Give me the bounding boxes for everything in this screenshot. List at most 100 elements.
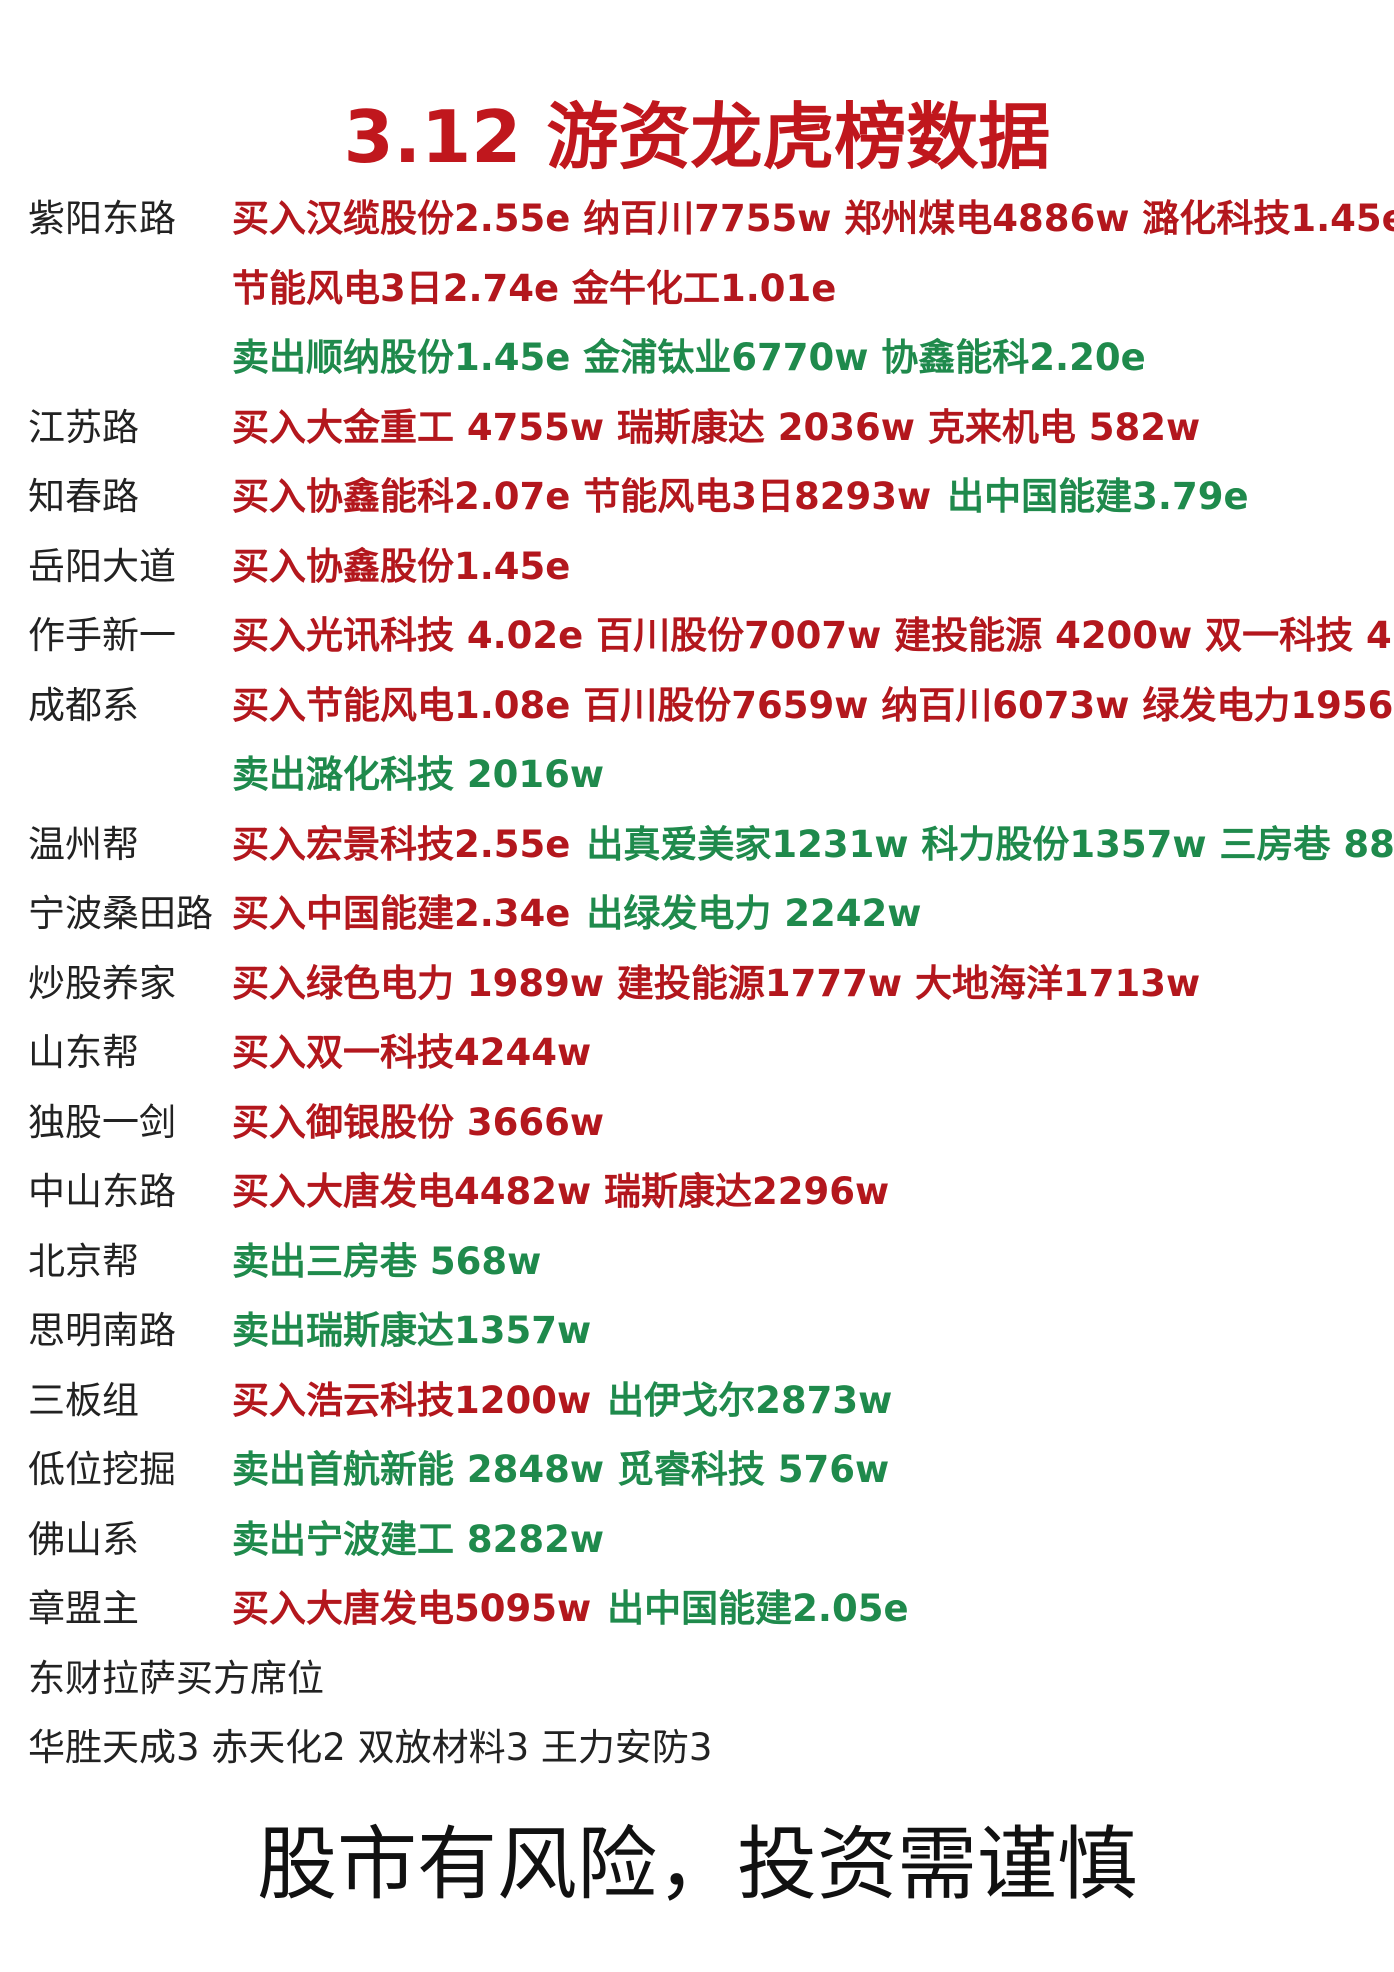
- seat-name: 章盟主: [28, 1587, 139, 1630]
- trades: 买入御银股份 3666w: [232, 1088, 620, 1158]
- seat-name: 北京帮: [28, 1239, 139, 1283]
- trades: 买入大金重工 4755w 瑞斯康达 2036w 克来机电 582w: [232, 393, 1216, 463]
- trades: 卖出瑞斯康达1357w: [232, 1296, 607, 1366]
- row: 低位挖掘 卖出首航新能 2848w 觅睿科技 576w: [28, 1435, 1388, 1505]
- trades: 买入双一科技4244w: [232, 1018, 607, 1088]
- trade-text: 节能风电3日2.74e 金牛化工1.01e: [232, 266, 837, 310]
- trade-text: 买入双一科技4244w: [232, 1031, 592, 1074]
- trade-line: 卖出潞化科技 2016w: [232, 740, 1394, 810]
- seat-name: 江苏路: [28, 405, 139, 449]
- trade-line: 买入御银股份 3666w: [232, 1088, 620, 1158]
- note: 东财拉萨买方席位: [28, 1656, 324, 1700]
- trades: 买入绿色电力 1989w 建投能源1777w 大地海洋1713w: [232, 949, 1216, 1019]
- trade-line: 买入双一科技4244w: [232, 1018, 607, 1088]
- note: 华胜天成3 赤天化2 双放材料3 王力安防3: [28, 1726, 713, 1769]
- trade-text: 买入大金重工 4755w 瑞斯康达 2036w 克来机电 582w: [232, 405, 1201, 449]
- trade-text: 卖出宁波建工 8282w: [232, 1517, 605, 1561]
- row: 宁波桑田路 买入中国能建2.34e 出绿发电力 2242w: [28, 879, 1388, 949]
- seat-name: 岳阳大道: [28, 544, 176, 588]
- trade-line: 卖出首航新能 2848w 觅睿科技 576w: [232, 1435, 905, 1505]
- trade-text: 买入光讯科技 4.02e 百川股份7007w 建投能源 4200w 双一科技 4…: [232, 614, 1394, 657]
- seat-name: 思明南路: [28, 1309, 176, 1352]
- row: 成都系 买入节能风电1.08e 百川股份7659w 纳百川6073w 绿发电力19…: [28, 671, 1394, 810]
- trade-text: 卖出三房巷 568w: [232, 1239, 542, 1283]
- seat-name: 低位挖掘: [28, 1448, 176, 1491]
- row: 炒股养家 买入绿色电力 1989w 建投能源1777w 大地海洋1713w: [28, 949, 1388, 1019]
- row: 中山东路 买入大唐发电4482w 瑞斯康达2296w: [28, 1157, 1388, 1227]
- trade-text: 买入大唐发电5095w: [232, 1587, 592, 1630]
- seat-name: 佛山系: [28, 1517, 139, 1561]
- trade-line: 买入协鑫能科2.07e 节能风电3日8293w 出中国能建3.79e: [232, 462, 1265, 532]
- row: 独股一剑 买入御银股份 3666w: [28, 1088, 1388, 1158]
- seat-name: 独股一剑: [28, 1100, 176, 1144]
- trade-text: 买入汉缆股份2.55e 纳百川7755w 郑州煤电4886w 潞化科技1.45e: [232, 197, 1394, 240]
- seat-name: 成都系: [28, 683, 139, 727]
- seat-name: 温州帮: [28, 822, 139, 866]
- trade-line: 买入大唐发电5095w 出中国能建2.05e: [232, 1574, 925, 1644]
- trade-text: 出绿发电力 2242w: [586, 892, 922, 935]
- row: 思明南路 卖出瑞斯康达1357w: [28, 1296, 1388, 1366]
- trade-line: 买入光讯科技 4.02e 百川股份7007w 建投能源 4200w 双一科技 4…: [232, 601, 1394, 671]
- trade-line: 卖出三房巷 568w: [232, 1227, 557, 1297]
- trade-line: 买入绿色电力 1989w 建投能源1777w 大地海洋1713w: [232, 949, 1216, 1019]
- seat-name: 作手新一: [28, 614, 176, 657]
- trade-text: 买入绿色电力 1989w 建投能源1777w 大地海洋1713w: [232, 961, 1201, 1005]
- trade-line: 买入协鑫股份1.45e: [232, 532, 586, 602]
- trade-text: 买入大唐发电4482w 瑞斯康达2296w: [232, 1170, 890, 1213]
- trade-line: 买入浩云科技1200w 出伊戈尔2873w: [232, 1366, 908, 1436]
- seat-name: 三板组: [28, 1378, 139, 1422]
- trades: 卖出首航新能 2848w 觅睿科技 576w: [232, 1435, 905, 1505]
- trade-line: 买入节能风电1.08e 百川股份7659w 纳百川6073w 绿发电力1956w: [232, 671, 1394, 741]
- row: 佛山系 卖出宁波建工 8282w: [28, 1505, 1388, 1575]
- trade-line: 节能风电3日2.74e 金牛化工1.01e: [232, 254, 1394, 324]
- trades: 买入协鑫股份1.45e: [232, 532, 586, 602]
- trades: 买入协鑫能科2.07e 节能风电3日8293w 出中国能建3.79e: [232, 462, 1265, 532]
- trade-text: 卖出瑞斯康达1357w: [232, 1309, 592, 1352]
- seat-name: 知春路: [28, 475, 139, 518]
- trade-line: 卖出瑞斯康达1357w: [232, 1296, 607, 1366]
- trades: 买入节能风电1.08e 百川股份7659w 纳百川6073w 绿发电力1956w…: [232, 671, 1394, 810]
- rows: 紫阳东路 买入汉缆股份2.55e 纳百川7755w 郑州煤电4886w 潞化科技1…: [28, 184, 1394, 1783]
- seat-name: 山东帮: [28, 1031, 139, 1074]
- row: 章盟主 买入大唐发电5095w 出中国能建2.05e: [28, 1574, 1388, 1644]
- row: 三板组 买入浩云科技1200w 出伊戈尔2873w: [28, 1366, 1388, 1436]
- row: 温州帮 买入宏景科技2.55e 出真爱美家1231w 科力股份1357w 三房巷 8…: [28, 810, 1394, 880]
- trade-text: 出中国能建2.05e: [607, 1587, 909, 1630]
- trade-text: 买入中国能建2.34e: [232, 892, 571, 935]
- trades: 买入汉缆股份2.55e 纳百川7755w 郑州煤电4886w 潞化科技1.45e…: [232, 184, 1394, 393]
- trade-text: 买入宏景科技2.55e: [232, 822, 571, 866]
- trade-text: 卖出顺纳股份1.45e 金浦钛业6770w 协鑫能科2.20e: [232, 336, 1146, 379]
- trades: 买入宏景科技2.55e 出真爱美家1231w 科力股份1357w 三房巷 884w: [232, 810, 1394, 880]
- trade-text: 买入浩云科技1200w: [232, 1378, 592, 1422]
- row: 江苏路 买入大金重工 4755w 瑞斯康达 2036w 克来机电 582w: [28, 393, 1388, 463]
- trade-line: 买入汉缆股份2.55e 纳百川7755w 郑州煤电4886w 潞化科技1.45e: [232, 184, 1394, 254]
- seat-name: 中山东路: [28, 1170, 176, 1213]
- trade-text: 卖出潞化科技 2016w: [232, 753, 605, 796]
- trade-line: 卖出顺纳股份1.45e 金浦钛业6770w 协鑫能科2.20e: [232, 323, 1394, 393]
- row: 紫阳东路 买入汉缆股份2.55e 纳百川7755w 郑州煤电4886w 潞化科技1…: [28, 184, 1394, 393]
- row: 作手新一 买入光讯科技 4.02e 百川股份7007w 建投能源 4200w 双一…: [28, 601, 1394, 671]
- trade-line: 买入大金重工 4755w 瑞斯康达 2036w 克来机电 582w: [232, 393, 1216, 463]
- row: 知春路 买入协鑫能科2.07e 节能风电3日8293w 出中国能建3.79e: [28, 462, 1388, 532]
- row: 山东帮 买入双一科技4244w: [28, 1018, 1388, 1088]
- trade-text: 出真爱美家1231w 科力股份1357w 三房巷 884w: [586, 822, 1394, 866]
- trade-text: 买入协鑫能科2.07e 节能风电3日8293w: [232, 475, 932, 518]
- trade-text: 买入节能风电1.08e 百川股份7659w 纳百川6073w 绿发电力1956w: [232, 683, 1394, 727]
- trade-text: 买入协鑫股份1.45e: [232, 544, 571, 588]
- seat-name: 炒股养家: [28, 961, 176, 1005]
- row: 北京帮 卖出三房巷 568w: [28, 1227, 1388, 1297]
- trades: 卖出三房巷 568w: [232, 1227, 557, 1297]
- seat-name: 宁波桑田路: [28, 892, 213, 935]
- trades: 买入光讯科技 4.02e 百川股份7007w 建投能源 4200w 双一科技 4…: [232, 601, 1394, 671]
- trade-line: 买入宏景科技2.55e 出真爱美家1231w 科力股份1357w 三房巷 884w: [232, 810, 1394, 880]
- footer: 股市有风险，投资需谨慎: [257, 1818, 1137, 1911]
- trades: 买入浩云科技1200w 出伊戈尔2873w: [232, 1366, 908, 1436]
- seat-name: 紫阳东路: [28, 197, 176, 240]
- trade-line: 买入中国能建2.34e 出绿发电力 2242w: [232, 879, 937, 949]
- trades: 买入中国能建2.34e 出绿发电力 2242w: [232, 879, 937, 949]
- trade-text: 出中国能建3.79e: [947, 475, 1249, 518]
- trades: 买入大唐发电4482w 瑞斯康达2296w: [232, 1157, 905, 1227]
- trade-text: 出伊戈尔2873w: [607, 1378, 893, 1422]
- trade-text: 买入御银股份 3666w: [232, 1100, 605, 1144]
